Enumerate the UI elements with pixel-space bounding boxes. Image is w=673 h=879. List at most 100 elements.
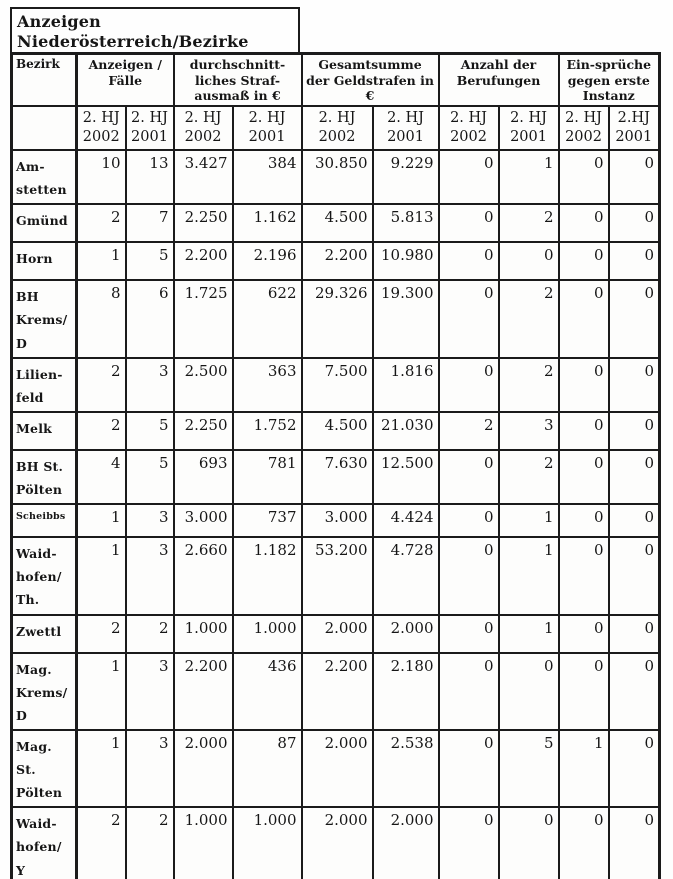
value-cell: 3.427 <box>172 149 234 206</box>
value-cell: 0 <box>497 806 560 879</box>
value-cell: 3 <box>497 410 560 451</box>
value-cell: 10 <box>75 149 127 206</box>
value-cell: 4.500 <box>300 410 374 451</box>
group-header-anzeigen-faelle: Anzeigen / Fälle <box>75 52 175 107</box>
value-cell: 1 <box>497 503 560 539</box>
value-cell: 1 <box>75 651 127 731</box>
value-cell: 1.000 <box>172 806 234 879</box>
district-name: BH Krems/ D <box>10 279 78 359</box>
value-cell: 5 <box>124 448 175 506</box>
value-cell: 0 <box>497 651 560 731</box>
value-cell: 2.000 <box>300 728 374 809</box>
empty-header-cell <box>10 104 78 152</box>
subheader-cell: 2. HJ 2001 <box>497 104 560 152</box>
value-cell: 19.300 <box>371 279 440 359</box>
table-row: Am- stetten 10 13 3.427 384 30.850 9.229… <box>10 149 661 206</box>
subheader-cell: 2. HJ 2001 <box>231 104 303 152</box>
table-row: Mag. Krems/ D 1 3 2.200 436 2.200 2.180 … <box>10 651 661 731</box>
value-cell: 0 <box>607 241 661 282</box>
value-cell: 0 <box>607 503 661 539</box>
table-row: Zwettl 2 2 1.000 1.000 2.000 2.000 0 1 0… <box>10 613 661 654</box>
value-cell: 3 <box>124 503 175 539</box>
value-cell: 0 <box>607 279 661 359</box>
value-cell: 0 <box>437 536 500 616</box>
group-header-gesamtsumme: Gesamtsumme der Geldstrafen in € <box>300 52 440 107</box>
table-row: Waid- hofen/ Y 2 2 1.000 1.000 2.000 2.0… <box>10 806 661 879</box>
table-row: Horn 1 5 2.200 2.196 2.200 10.980 0 0 0 … <box>10 241 661 282</box>
value-cell: 2 <box>497 203 560 244</box>
value-cell: 0 <box>607 356 661 413</box>
value-cell: 0 <box>497 241 560 282</box>
value-cell: 436 <box>231 651 303 731</box>
district-name: Melk <box>10 410 78 451</box>
table-title: Anzeigen Niederösterreich/Bezirke <box>10 7 300 53</box>
value-cell: 4 <box>75 448 127 506</box>
value-cell: 2 <box>437 410 500 451</box>
value-cell: 4.500 <box>300 203 374 244</box>
value-cell: 2.250 <box>172 410 234 451</box>
district-name: Zwettl <box>10 613 78 654</box>
value-cell: 622 <box>231 279 303 359</box>
district-name: BH St. Pölten <box>10 448 78 506</box>
value-cell: 5 <box>497 728 560 809</box>
value-cell: 0 <box>437 613 500 654</box>
title-line-2: Niederösterreich/Bezirke <box>17 31 249 51</box>
value-cell: 21.030 <box>371 410 440 451</box>
value-cell: 2 <box>124 806 175 879</box>
group-header-row: Bezirk Anzeigen / Fälle durchschnitt- li… <box>10 52 661 107</box>
value-cell: 0 <box>557 448 610 506</box>
value-cell: 2.000 <box>371 806 440 879</box>
value-cell: 2.250 <box>172 203 234 244</box>
value-cell: 1.000 <box>172 613 234 654</box>
district-name: Horn <box>10 241 78 282</box>
statistics-table: Bezirk Anzeigen / Fälle durchschnitt- li… <box>10 52 662 879</box>
value-cell: 2.000 <box>300 613 374 654</box>
value-cell: 2 <box>75 613 127 654</box>
table-row: Gmünd 2 7 2.250 1.162 4.500 5.813 0 2 0 … <box>10 203 661 244</box>
district-name: Lilien- feld <box>10 356 78 413</box>
value-cell: 5 <box>124 241 175 282</box>
value-cell: 5 <box>124 410 175 451</box>
table-row: Scheibbs 1 3 3.000 737 3.000 4.424 0 1 0… <box>10 503 661 539</box>
value-cell: 2 <box>124 613 175 654</box>
table-header: Bezirk Anzeigen / Fälle durchschnitt- li… <box>10 52 661 152</box>
value-cell: 0 <box>437 356 500 413</box>
value-cell: 0 <box>607 806 661 879</box>
value-cell: 2.180 <box>371 651 440 731</box>
value-cell: 30.850 <box>300 149 374 206</box>
value-cell: 2.200 <box>300 241 374 282</box>
value-cell: 1.182 <box>231 536 303 616</box>
value-cell: 2.200 <box>300 651 374 731</box>
value-cell: 737 <box>231 503 303 539</box>
value-cell: 0 <box>607 149 661 206</box>
value-cell: 1 <box>75 503 127 539</box>
value-cell: 0 <box>607 536 661 616</box>
group-header-einsprueche: Ein-sprüche gegen erste Instanz <box>557 52 661 107</box>
district-name: Waid- hofen/ Y <box>10 806 78 879</box>
value-cell: 7 <box>124 203 175 244</box>
value-cell: 4.424 <box>371 503 440 539</box>
value-cell: 1 <box>497 613 560 654</box>
table-row: Mag. St. Pölten 1 3 2.000 87 2.000 2.538… <box>10 728 661 809</box>
table-body: Am- stetten 10 13 3.427 384 30.850 9.229… <box>10 149 661 879</box>
value-cell: 0 <box>557 149 610 206</box>
value-cell: 4.728 <box>371 536 440 616</box>
title-line-1: Anzeigen <box>17 12 101 31</box>
value-cell: 0 <box>557 503 610 539</box>
value-cell: 13 <box>124 149 175 206</box>
value-cell: 0 <box>607 410 661 451</box>
value-cell: 0 <box>437 203 500 244</box>
value-cell: 12.500 <box>371 448 440 506</box>
value-cell: 3 <box>124 728 175 809</box>
subheader-row: 2. HJ 2002 2. HJ 2001 2. HJ 2002 2. HJ 2… <box>10 104 661 152</box>
value-cell: 2 <box>75 356 127 413</box>
value-cell: 6 <box>124 279 175 359</box>
value-cell: 0 <box>607 651 661 731</box>
value-cell: 10.980 <box>371 241 440 282</box>
value-cell: 3 <box>124 536 175 616</box>
value-cell: 0 <box>437 149 500 206</box>
value-cell: 2.500 <box>172 356 234 413</box>
value-cell: 0 <box>557 279 610 359</box>
value-cell: 0 <box>557 806 610 879</box>
